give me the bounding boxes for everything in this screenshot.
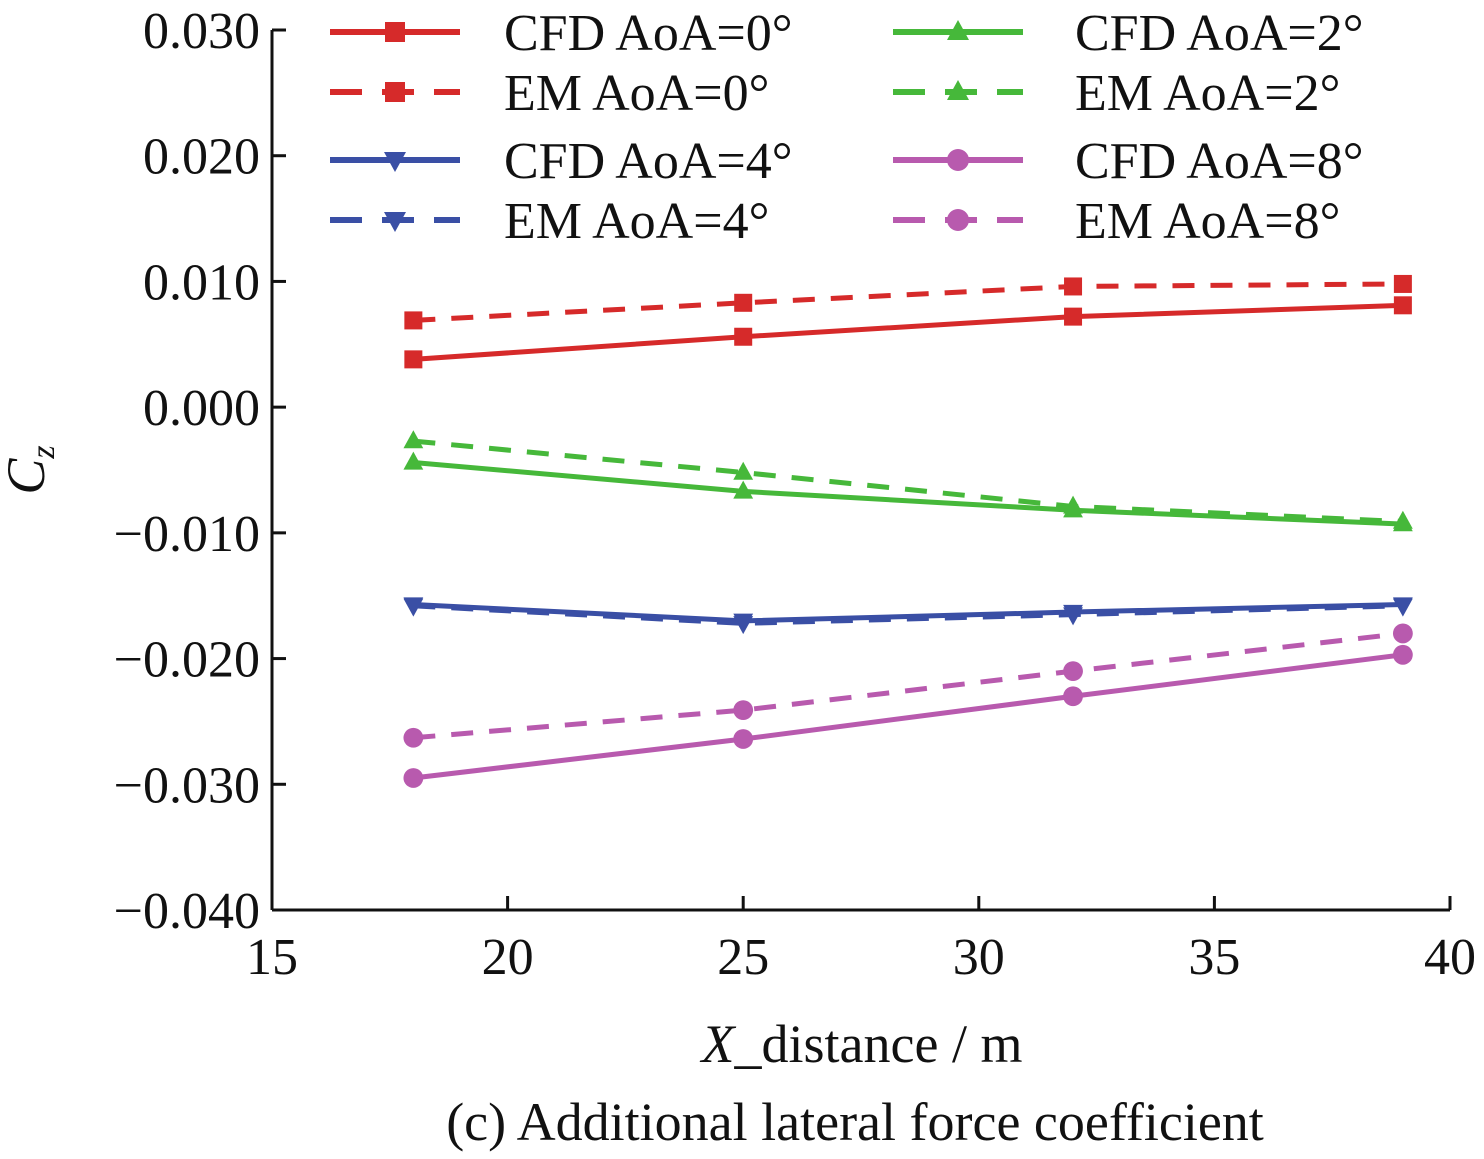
y-tick-label: 0.030 — [143, 3, 260, 60]
data-point — [733, 616, 754, 635]
series-line — [413, 630, 1404, 741]
legend-label: CFD AoA=0° — [504, 5, 793, 62]
y-axis-label: Cz — [0, 445, 62, 494]
data-point — [734, 293, 753, 312]
x-tick-label: 20 — [482, 929, 534, 986]
data-point — [733, 700, 754, 721]
legend: CFD AoA=0°EM AoA=0° CFD AoA=4°EM AoA=4° CF… — [330, 5, 1364, 250]
y-tick-label: −0.010 — [114, 506, 260, 563]
data-point — [1064, 307, 1083, 326]
series-line — [413, 459, 1403, 527]
series-1 — [404, 274, 1412, 330]
legend-entry: CFD AoA=8° — [893, 133, 1364, 190]
legend-entry: CFD AoA=4° — [330, 133, 793, 190]
legend-label: EM AoA=4° — [504, 193, 769, 250]
data-point — [403, 598, 424, 617]
chart-caption: (c) Additional lateral force coefficient — [446, 1092, 1264, 1152]
series-line — [413, 652, 1404, 781]
data-point — [1063, 686, 1083, 707]
data-point — [734, 327, 753, 346]
series-line — [413, 603, 1403, 626]
data-point — [384, 152, 406, 172]
data-point — [947, 20, 969, 40]
y-tick-label: 0.000 — [143, 380, 260, 437]
series-5 — [403, 598, 1413, 635]
y-tick-label: −0.020 — [114, 632, 260, 689]
legend-entry: CFD AoA=0° — [330, 5, 793, 62]
legend-label: CFD AoA=8° — [1075, 133, 1364, 190]
series-0 — [404, 296, 1412, 369]
x-tick-label: 15 — [246, 929, 298, 986]
legend-entry: EM AoA=4° — [330, 193, 769, 250]
data-point — [1392, 510, 1413, 529]
data-point — [403, 768, 424, 788]
x-tick-label: 30 — [953, 929, 1005, 986]
y-tick-label: 0.020 — [143, 129, 260, 186]
legend-label: EM AoA=0° — [504, 65, 769, 122]
series-line — [413, 302, 1403, 362]
data-point — [403, 430, 424, 449]
data-point — [1393, 296, 1412, 315]
data-point — [404, 311, 423, 330]
data-point — [384, 212, 406, 232]
x-tick-label: 25 — [717, 929, 769, 986]
legend-label: EM AoA=8° — [1075, 193, 1340, 250]
legend-entry: EM AoA=8° — [893, 193, 1340, 250]
series-6 — [403, 644, 1413, 788]
data-point — [947, 149, 969, 171]
x-axis-label: X_distance / m — [700, 1014, 1023, 1074]
data-point — [733, 729, 754, 749]
data-point — [947, 80, 969, 100]
data-point — [404, 350, 423, 369]
data-point — [1392, 598, 1413, 617]
legend-entry: EM AoA=2° — [893, 65, 1340, 122]
series-7 — [403, 623, 1413, 748]
x-tick-label: 40 — [1424, 929, 1476, 986]
series-group — [403, 274, 1413, 788]
legend-entry: EM AoA=0° — [330, 65, 769, 122]
data-point — [1392, 623, 1413, 644]
data-point — [403, 451, 424, 470]
axis-labels: X_distance / m Cz (c) Additional lateral… — [0, 445, 1264, 1152]
data-point — [1063, 495, 1083, 514]
series-line — [413, 438, 1403, 525]
axes: −0.040 −0.030 −0.020 −0.010 0.000 0.010 0.020 0… — [114, 3, 1476, 986]
data-point — [1064, 277, 1083, 296]
y-tick-label: 0.010 — [143, 254, 260, 311]
data-point — [385, 82, 405, 102]
series-3 — [403, 430, 1413, 529]
data-point — [1392, 644, 1413, 665]
legend-entry: CFD AoA=2° — [893, 5, 1364, 62]
series-line — [413, 281, 1403, 323]
data-point — [733, 461, 754, 480]
legend-label: CFD AoA=4° — [504, 133, 793, 190]
x-tick-label: 35 — [1188, 929, 1240, 986]
data-point — [403, 727, 424, 748]
data-point — [1393, 274, 1412, 293]
data-point — [733, 480, 754, 499]
legend-label: EM AoA=2° — [1075, 65, 1340, 122]
series-4 — [403, 597, 1413, 632]
y-tick-label: −0.040 — [114, 883, 260, 940]
legend-label: CFD AoA=2° — [1075, 5, 1364, 62]
data-point — [947, 209, 969, 231]
data-point — [1063, 661, 1083, 682]
data-point — [385, 22, 405, 42]
data-point — [1063, 607, 1083, 626]
y-tick-label: −0.030 — [114, 757, 260, 814]
